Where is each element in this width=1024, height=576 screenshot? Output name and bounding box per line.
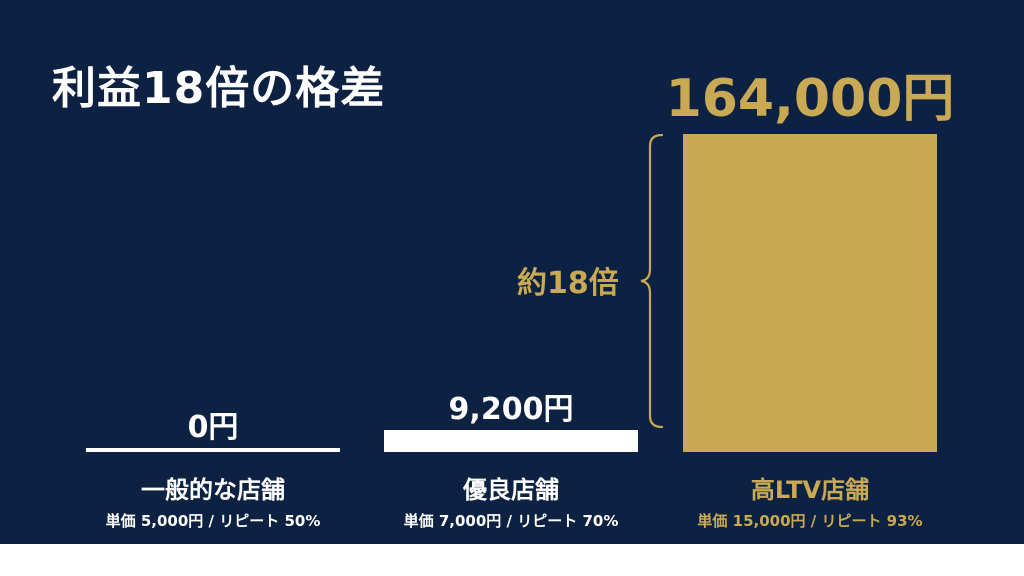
category-label-high-ltv: 高LTV店舗: [750, 476, 870, 504]
bar-general: [86, 448, 340, 452]
bar-high-ltv: [683, 134, 937, 452]
category-label-general: 一般的な店舗: [141, 476, 285, 504]
category-subtitle-excellent: 単価 7,000円 / リピート 70%: [403, 512, 619, 530]
category-label-excellent: 優良店舗: [463, 476, 559, 504]
bar-excellent: [384, 430, 638, 452]
chart-title: 利益18倍の格差: [52, 63, 386, 114]
value-label-high-ltv: 164,000円: [665, 69, 955, 129]
category-subtitle-general: 単価 5,000円 / リピート 50%: [105, 512, 321, 530]
value-label-excellent: 9,200円: [448, 392, 574, 427]
slide-background: 利益18倍の格差 0円 9,200円 164,000円 約18倍 一般的な店舗 …: [0, 0, 1024, 544]
value-label-general: 0円: [187, 410, 239, 445]
category-subtitle-high-ltv: 単価 15,000円 / リピート 93%: [697, 512, 923, 530]
ratio-annotation: 約18倍: [517, 266, 619, 301]
brace-icon: [640, 134, 664, 428]
